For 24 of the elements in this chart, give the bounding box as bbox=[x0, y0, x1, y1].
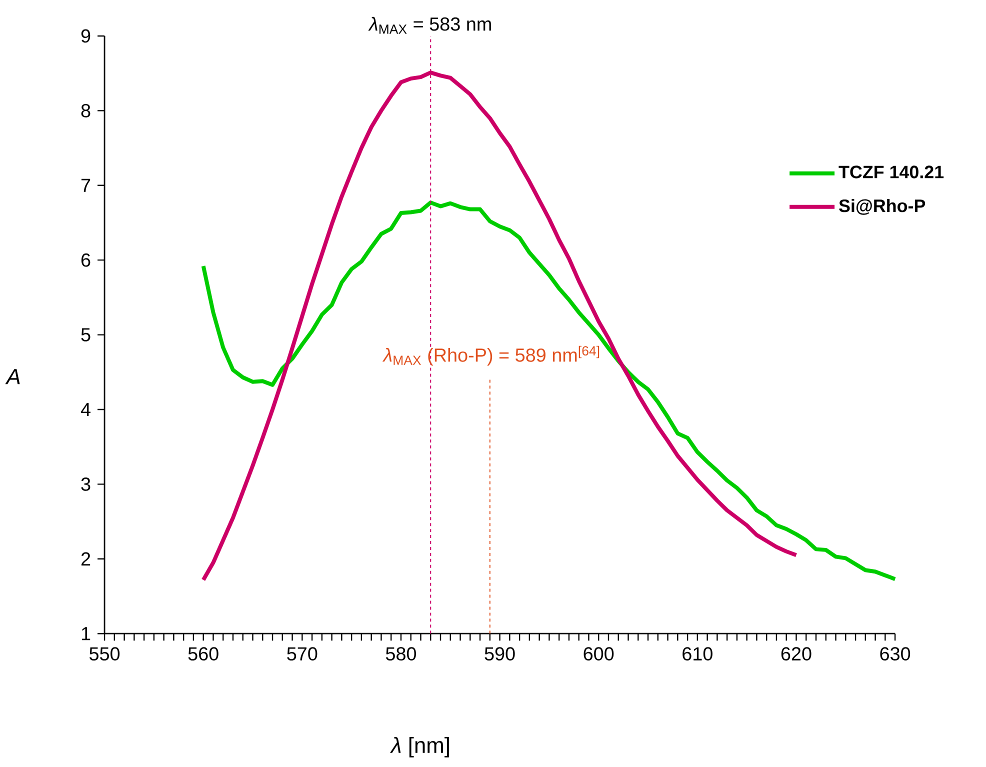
y-tick-label: 8 bbox=[81, 104, 90, 118]
x-tick-label: 560 bbox=[188, 647, 218, 661]
ref-line-label: λ$_{MAX}$ = 583 nm bbox=[368, 17, 491, 34]
y-tick-label: 6 bbox=[81, 254, 90, 268]
x-tick-label: 580 bbox=[386, 647, 416, 661]
x-tick-label: 610 bbox=[682, 647, 712, 661]
x-tick-label: 570 bbox=[287, 647, 318, 661]
y-tick-label: 4 bbox=[80, 403, 90, 416]
x-tick-label: 600 bbox=[584, 647, 614, 661]
ref-line-label: λ$_{MAX}$ (Rho-P) = 589 nm$^{[64]}$ bbox=[382, 346, 600, 366]
x-tick-label: 620 bbox=[781, 647, 812, 661]
legend-label: TCZF 140.21 bbox=[838, 166, 944, 179]
y-tick-label: 9 bbox=[81, 30, 90, 43]
x-tick-label: 590 bbox=[484, 647, 515, 661]
y-axis-title: A bbox=[5, 369, 20, 384]
x-axis-title: λ [nm] bbox=[390, 737, 449, 758]
x-tick-label: 550 bbox=[89, 647, 120, 661]
y-tick-label: 1 bbox=[82, 627, 90, 640]
legend-label: Si@Rho-P bbox=[839, 199, 926, 216]
y-tick-label: 3 bbox=[81, 478, 90, 492]
y-tick-label: 7 bbox=[81, 179, 90, 192]
x-tick-label: 630 bbox=[880, 647, 910, 661]
y-tick-label: 5 bbox=[81, 328, 90, 342]
y-tick-label: 2 bbox=[81, 552, 90, 566]
